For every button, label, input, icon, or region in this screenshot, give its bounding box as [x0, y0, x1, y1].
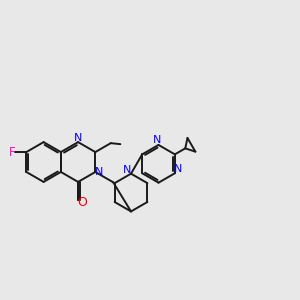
Text: N: N	[153, 136, 161, 146]
Text: N: N	[74, 133, 82, 143]
Text: F: F	[9, 146, 15, 159]
Text: N: N	[94, 167, 103, 177]
Text: O: O	[77, 196, 87, 209]
Text: N: N	[174, 164, 182, 174]
Text: N: N	[123, 165, 131, 175]
